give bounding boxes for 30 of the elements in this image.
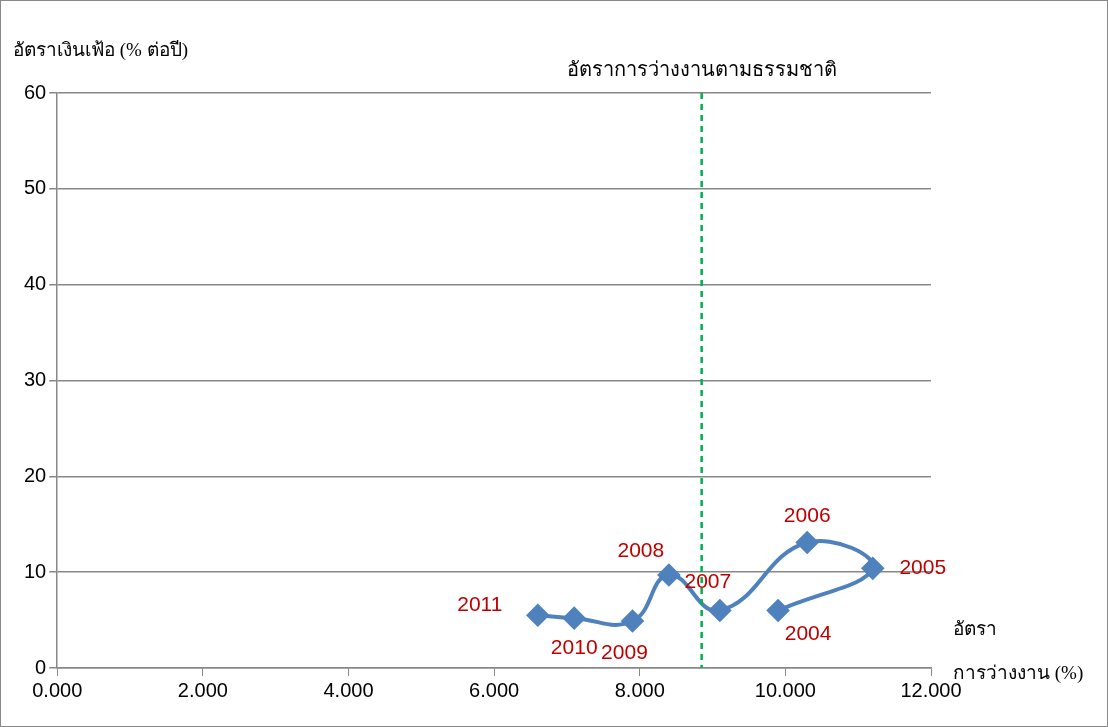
y-tick-label: 20 — [24, 463, 47, 486]
ref-line-label: อัตราการว่างงานตามธรรมชาติ — [566, 58, 837, 81]
point — [796, 531, 819, 554]
y-tick-label: 30 — [24, 368, 47, 391]
point — [563, 607, 586, 630]
annotation: 2011 — [457, 592, 503, 616]
annotation: 2006 — [783, 503, 831, 527]
point — [708, 599, 731, 622]
x-tick-label: 2.000 — [177, 678, 228, 701]
y-tick-label: 10 — [24, 559, 47, 582]
annotation: 2008 — [617, 537, 665, 561]
annotation: 2004 — [784, 621, 832, 645]
y-tick-label: 0 — [35, 655, 47, 678]
point — [657, 564, 680, 587]
x-tick-label: 6.000 — [469, 678, 520, 701]
y-axis-title: อัตราเงินเฟ้อ (% ต่อปี) — [13, 38, 188, 61]
y-tick-label: 50 — [24, 176, 47, 199]
point — [861, 557, 884, 580]
point — [526, 604, 549, 627]
x-tick-label: 4.000 — [323, 678, 374, 701]
point — [621, 610, 644, 633]
annotation: 2005 — [899, 555, 947, 579]
y-tick-label: 40 — [24, 272, 47, 295]
x-tick-label: 8.000 — [614, 678, 665, 701]
x-tick-label: 10.000 — [754, 678, 816, 701]
point — [767, 599, 790, 622]
y-tick-label: 60 — [24, 80, 47, 103]
annotation: 2009 — [601, 639, 648, 663]
annotation: 2010 — [550, 634, 598, 658]
x-tick-label: 0.000 — [32, 678, 83, 701]
